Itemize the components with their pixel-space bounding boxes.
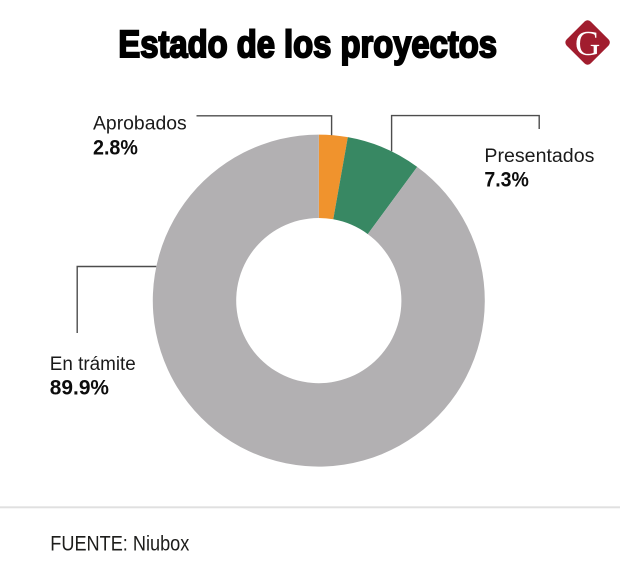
svg-text:7.3%: 7.3% [484,169,529,192]
svg-text:Estado de los proyectos: Estado de los proyectos [118,24,497,66]
svg-text:89.9%: 89.9% [50,376,110,399]
svg-text:Presentados: Presentados [484,146,594,167]
svg-text:FUENTE: Niubox: FUENTE: Niubox [50,533,189,556]
svg-text:Aprobados: Aprobados [93,113,187,134]
svg-text:G: G [575,24,600,63]
svg-text:2.8%: 2.8% [93,136,138,159]
svg-text:En trámite: En trámite [50,354,136,375]
